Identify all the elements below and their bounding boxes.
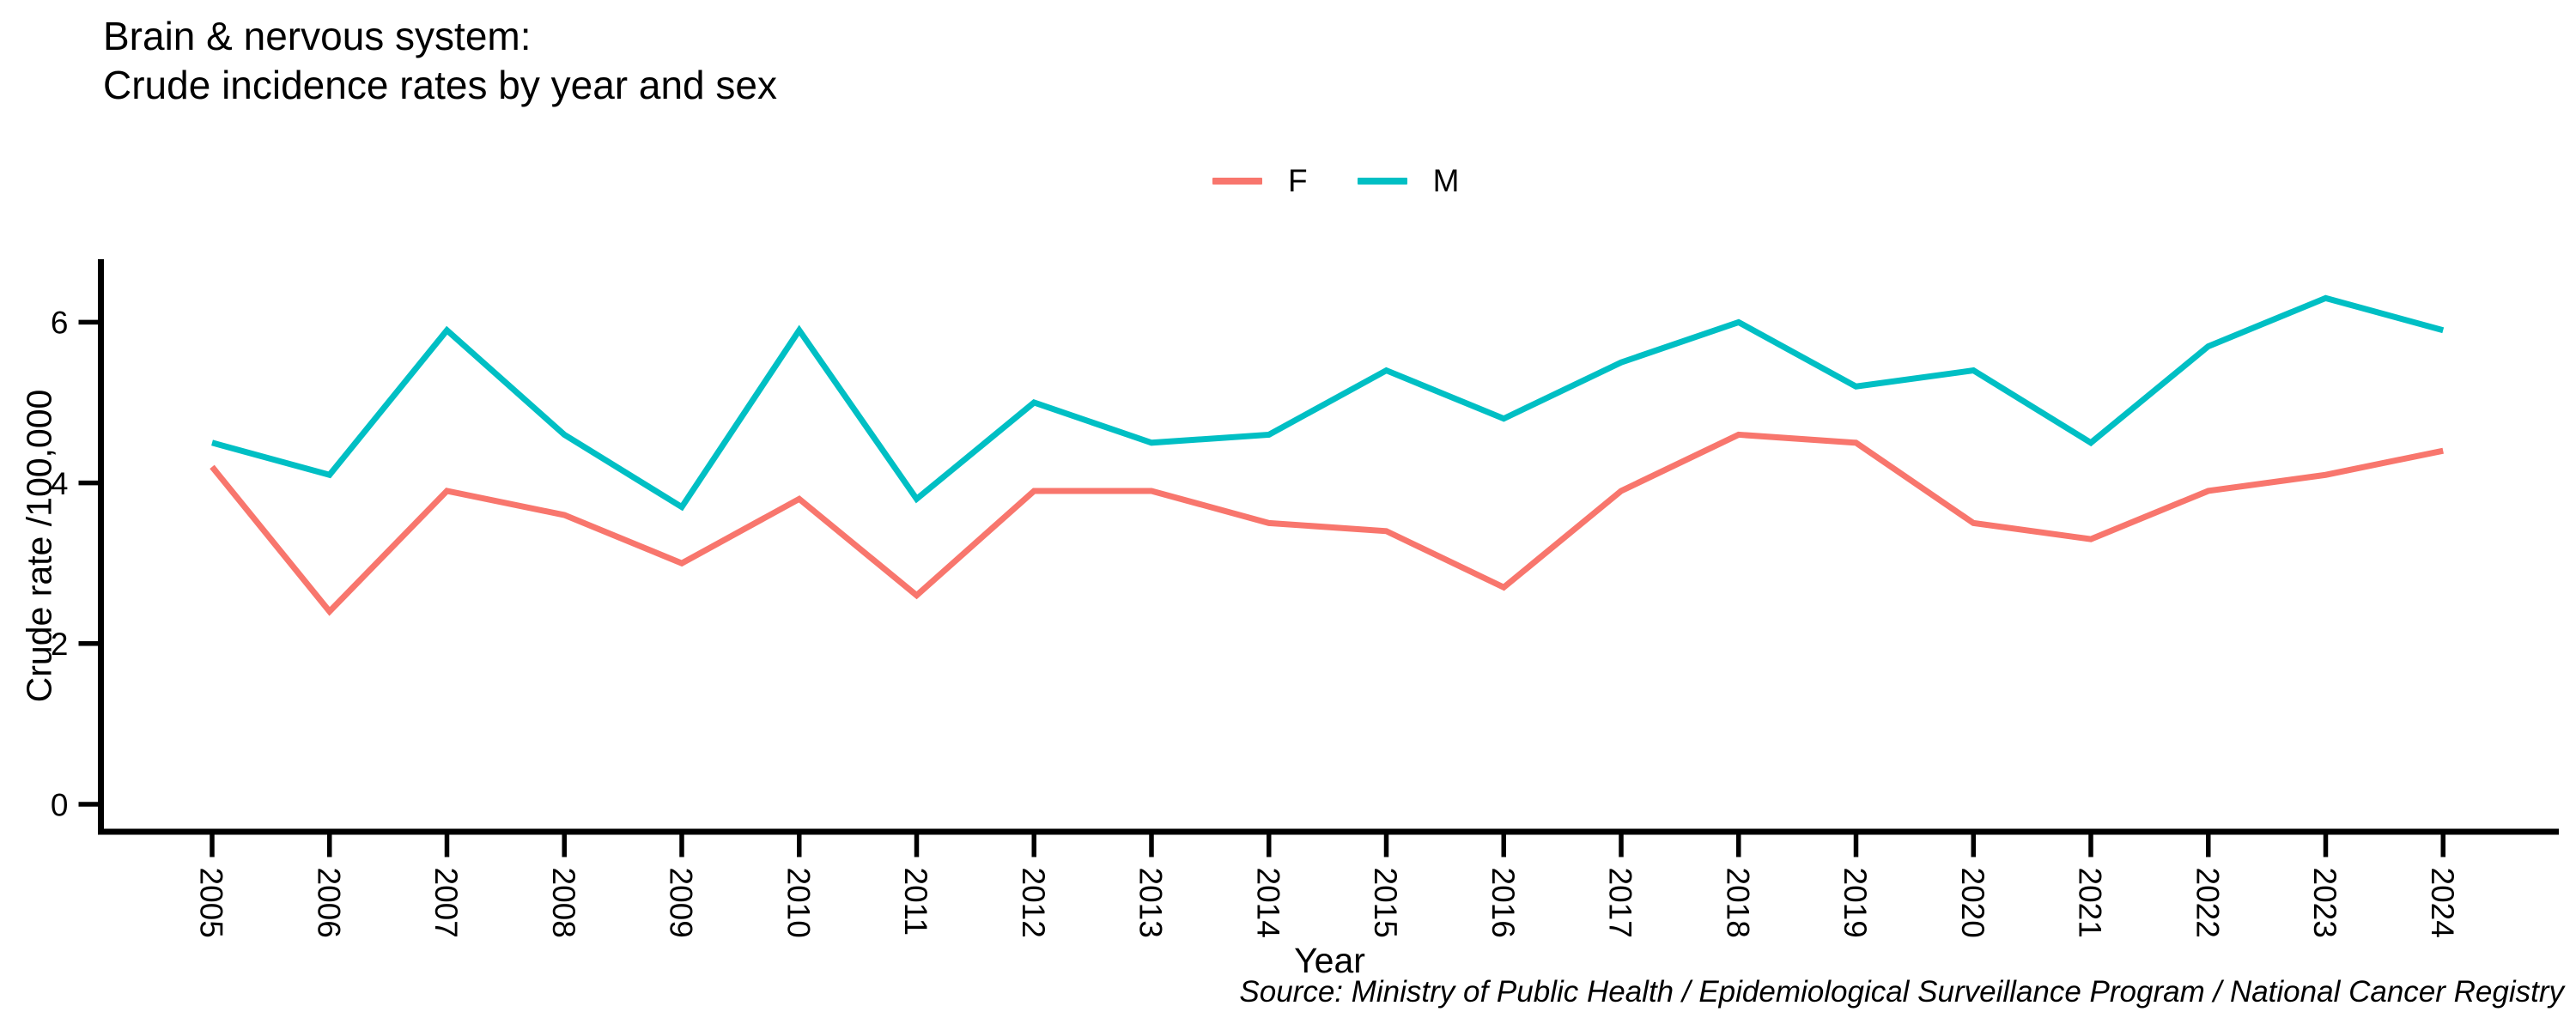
x-tick-label: 2005 [194, 868, 229, 938]
x-axis-title: Year [1294, 941, 1365, 980]
y-tick-label: 4 [51, 466, 69, 501]
x-tick-label: 2016 [1485, 868, 1521, 938]
x-tick-label: 2021 [2073, 868, 2108, 938]
x-tick-label: 2023 [2307, 868, 2342, 938]
x-tick-label: 2017 [1603, 868, 1638, 938]
x-tick-label: 2014 [1250, 868, 1285, 938]
x-tick-label: 2008 [546, 868, 581, 938]
x-tick-label: 2006 [311, 868, 346, 938]
source-note: Source: Ministry of Public Health / Epid… [1239, 975, 2564, 1009]
x-tick-label: 2010 [781, 868, 816, 938]
female-line-swatch [1212, 178, 1262, 185]
x-tick-label: 2020 [1955, 868, 1990, 938]
male-line-swatch [1357, 178, 1407, 185]
legend-item-male: M [1357, 163, 1460, 199]
chart-title-line2: Crude incidence rates by year and sex [103, 63, 777, 107]
legend-label-female: F [1288, 163, 1308, 198]
legend-item-female: F [1212, 163, 1308, 199]
x-tick-label: 2015 [1368, 868, 1403, 938]
x-tick-label: 2019 [1838, 868, 1873, 938]
x-tick-label: 2009 [664, 868, 699, 938]
y-tick-label: 2 [51, 627, 69, 662]
x-tick-label: 2012 [1016, 868, 1051, 938]
x-tick-label: 2007 [428, 868, 464, 938]
series-line-F [210, 431, 2444, 616]
y-axis-title: Crude rate /100,000 [19, 389, 59, 703]
x-tick-label: 2024 [2425, 868, 2460, 938]
x-tick-label: 2018 [1720, 868, 1755, 938]
chart-title: Brain & nervous system: Crude incidence … [103, 12, 777, 110]
legend: F M [1212, 163, 1459, 199]
x-tick-label: 2022 [2190, 868, 2225, 938]
y-tick-label: 0 [51, 787, 69, 822]
y-tick-label: 6 [51, 306, 69, 341]
series-line-M [211, 294, 2445, 512]
legend-label-male: M [1432, 163, 1460, 198]
chart-title-line1: Brain & nervous system: [103, 14, 532, 58]
x-tick-label: 2011 [898, 868, 933, 936]
x-tick-label: 2013 [1133, 868, 1169, 938]
